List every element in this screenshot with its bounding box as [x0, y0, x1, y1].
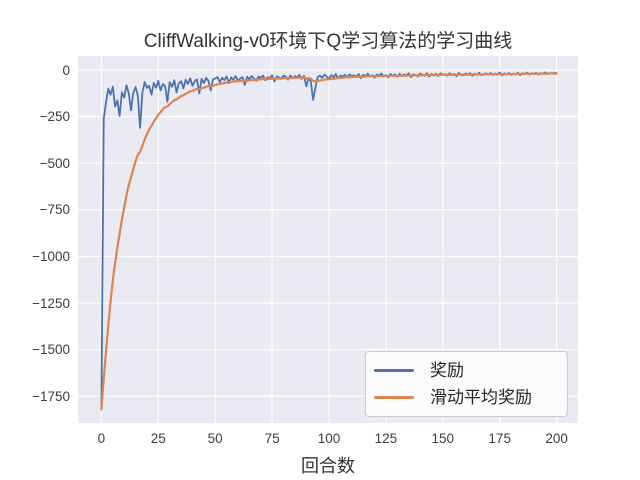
y-tick-label: −1250	[32, 295, 70, 311]
y-tick-label: −1500	[32, 342, 70, 358]
y-tick-label: 0	[62, 62, 70, 78]
y-tick-label: −250	[39, 109, 70, 125]
y-tick-label: −1750	[32, 388, 70, 404]
y-tick-label: −1000	[32, 249, 70, 264]
legend-item-moving-average: 滑动平均奖励	[374, 389, 557, 406]
x-tick-label: 100	[317, 431, 341, 446]
x-tick-label: 25	[150, 431, 166, 446]
reward-line-swatch	[374, 369, 414, 372]
chart-title: CliffWalking-v0环境下Q学习算法的学习曲线	[143, 31, 513, 52]
x-tick-label: 125	[374, 431, 398, 446]
y-tick-label: −750	[39, 202, 70, 218]
legend: 奖励 滑动平均奖励	[365, 351, 568, 417]
moving-average-line-swatch	[374, 396, 414, 399]
x-tick-label: 0	[97, 431, 106, 446]
x-axis-label: 回合数	[301, 456, 355, 476]
moving-average-line	[100, 72, 558, 411]
y-tick-label: −500	[39, 155, 70, 171]
legend-label-reward: 奖励	[430, 361, 464, 380]
x-tick-label: 200	[545, 431, 568, 446]
legend-label-moving-average: 滑动平均奖励	[430, 388, 532, 407]
x-tick-label: 175	[488, 431, 511, 446]
x-tick-label: 150	[431, 431, 455, 446]
x-tick-label: 75	[264, 431, 280, 446]
legend-item-reward: 奖励	[374, 362, 557, 379]
x-tick-label: 50	[207, 431, 223, 446]
